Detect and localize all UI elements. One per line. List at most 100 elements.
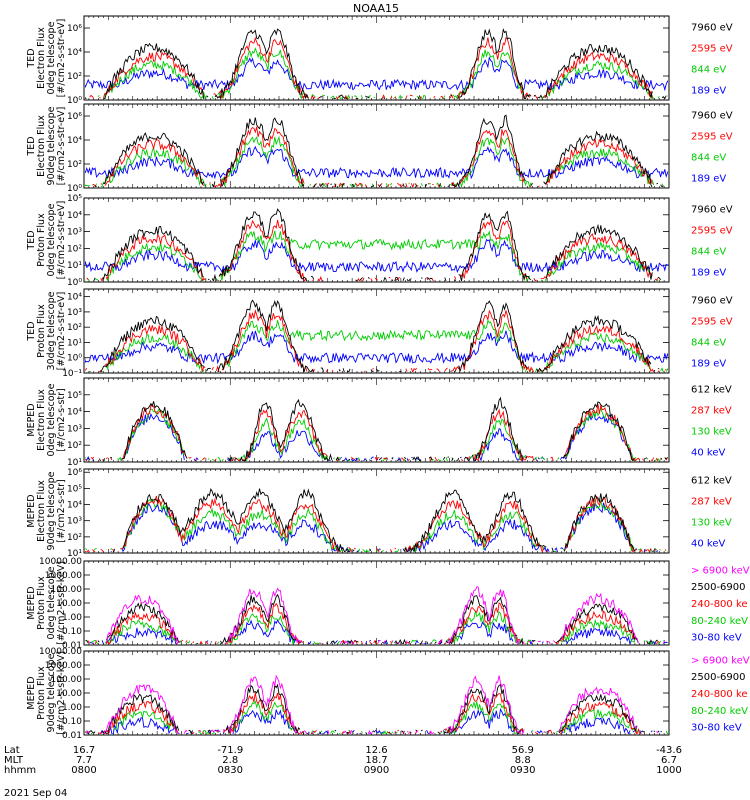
y-tick-label: 10³ [67, 424, 82, 434]
time-axis-labels: Lat 16.7 -71.9 12.6 56.9 -43.6 MLT 7.7 2.8 18.7 8.… [4, 745, 682, 776]
y-tick-label: 10² [67, 160, 82, 170]
axis-row-value: 1000 [656, 765, 681, 776]
date-label: 2021 Sep 04 [4, 788, 67, 799]
legend-entry: 40 keV [691, 448, 725, 459]
panel-5: 10¹ 10² 10³ 10⁴ 10⁵ MEPED Electron Flux 0deg te… [26, 377, 732, 468]
y-tick-label: 10³ [67, 517, 82, 527]
axis-row-label: hhmm [4, 765, 36, 776]
legend-entry: 844 eV [691, 247, 726, 258]
legend-entry: 7960 eV [691, 205, 733, 216]
legend-entry: 612 keV [691, 385, 732, 396]
y-tick-label: 10³ [67, 308, 82, 318]
legend-entry: 612 keV [691, 476, 732, 487]
y-axis-label: Electron Flux [36, 115, 47, 177]
legend-entry: 30-80 keV [691, 723, 742, 734]
legend-entry: 7960 eV [691, 296, 733, 307]
y-tick-label: 10² [67, 323, 82, 333]
y-axis-label: TED [26, 230, 37, 250]
y-tick-label: 100.00 [51, 675, 83, 685]
axis-row-value: 6.7 [661, 755, 677, 766]
y-axis-label: [#/cm2-s-str-keV] [56, 561, 67, 645]
legend-entry: 80-240 keV [691, 706, 748, 717]
legend-entry: 130 keV [691, 427, 732, 438]
legend-entry: 2595 eV [691, 226, 733, 237]
y-tick-label: 10⁶ [67, 112, 82, 122]
y-tick-label: 100.00 [51, 585, 83, 595]
legend-entry: 844 eV [691, 65, 726, 76]
axis-row-value: 16.7 [73, 745, 95, 756]
series-trace [85, 56, 668, 92]
y-tick-label: 10⁰ [67, 96, 82, 106]
legend-entry: 2595 eV [691, 317, 733, 328]
y-tick-label: 10¹ [67, 261, 82, 271]
legend-entry: 189 eV [691, 86, 726, 97]
y-axis-label: Electron Flux [36, 480, 47, 542]
legend-entry: 240-800 ke [691, 599, 748, 610]
y-tick-label: 10² [67, 533, 82, 543]
panel-2: 10⁰ 10² 10⁴ 10⁶ TED Electron Flux 90deg telesc… [26, 103, 733, 194]
legend-entry: 2500-6900 [691, 672, 746, 683]
legend-entry: 844 eV [691, 153, 726, 164]
axis-row-value: -43.6 [656, 745, 682, 756]
y-tick-label: 10² [67, 244, 82, 254]
y-tick-label: 10⁴ [67, 48, 82, 58]
series-trace [85, 330, 668, 365]
y-tick-label: 10000.00 [39, 557, 82, 567]
y-axis-label: [#/cm2-s-str-eV] [56, 19, 67, 98]
y-axis-label: 0deg telescope [46, 203, 57, 276]
y-tick-label: 10² [67, 441, 82, 451]
chart-title: NOAA15 [353, 2, 399, 15]
y-axis-label: [#/cm2-s-str-eV] [56, 107, 67, 186]
axis-row-label: MLT [4, 755, 24, 766]
y-axis-label: 90deg telescope [46, 106, 57, 185]
legend-entry: 240-800 ke [691, 689, 748, 700]
y-tick-label: 10¹ [67, 549, 82, 559]
y-tick-label: 0.10 [62, 627, 82, 637]
y-tick-label: 10⁶ [67, 468, 82, 478]
panel-8: 0.01 0.10 1.00 10.00 100.00 1000.00 10000.00 ME… [26, 647, 750, 741]
y-axis-label: MEPED [26, 586, 37, 619]
panel-3: 10⁰ 10¹ 10² 10³ 10⁴ 10⁵ TED Proton Flux 0deg tel… [26, 194, 733, 288]
y-tick-label: 10.00 [56, 599, 82, 609]
axis-row-value: 18.7 [365, 755, 387, 766]
y-axis-label: 90deg telescope [46, 471, 57, 550]
y-tick-label: 10⁰ [67, 184, 82, 194]
y-axis-label: 90deg telescope [46, 653, 57, 732]
axis-row-value: 0900 [364, 765, 389, 776]
legend-entry: 80-240 keV [691, 616, 748, 627]
y-tick-label: 10000.00 [39, 647, 82, 657]
legend-entry: 2595 eV [691, 132, 733, 143]
legend-entry: > 6900 keV [691, 655, 750, 666]
legend-entry: 7960 eV [691, 111, 733, 122]
legend-entry: 130 keV [691, 518, 732, 529]
y-tick-label: 10¹ [67, 338, 82, 348]
y-axis-label: 0deg telescope [46, 383, 57, 456]
series-trace [85, 404, 668, 461]
legend-entry: 844 eV [691, 338, 726, 349]
axis-row-value: 12.6 [365, 745, 387, 756]
y-axis-label: 30deg telescope [46, 291, 57, 370]
legend-entry: 287 keV [691, 406, 732, 417]
legend-entry: 189 eV [691, 174, 726, 185]
y-axis-label: MEPED [26, 676, 37, 709]
y-axis-label: TED [26, 48, 37, 68]
series-trace [85, 145, 668, 180]
y-tick-label: 0.01 [62, 731, 82, 741]
y-tick-label: 10⁴ [67, 293, 82, 303]
panel-1: 10⁰ 10² 10⁴ 10⁶ TED Electron Flux 0deg telesco… [26, 15, 733, 106]
y-tick-label: 10¹ [67, 458, 82, 468]
series-trace [85, 238, 668, 274]
y-tick-label: 10⁵ [67, 391, 82, 401]
y-tick-label: 10⁴ [67, 408, 82, 418]
axis-row-value: 0930 [510, 765, 535, 776]
y-tick-label: 0.01 [62, 641, 82, 651]
y-axis-label: MEPED [26, 403, 37, 436]
legend-entry: 7960 eV [691, 23, 733, 34]
y-tick-label: 10⁴ [67, 136, 82, 146]
series-trace [97, 47, 668, 99]
y-axis-label: Electron Flux [36, 389, 47, 451]
panel-7: 0.01 0.10 1.00 10.00 100.00 1000.00 10000.00 ME… [26, 557, 750, 651]
